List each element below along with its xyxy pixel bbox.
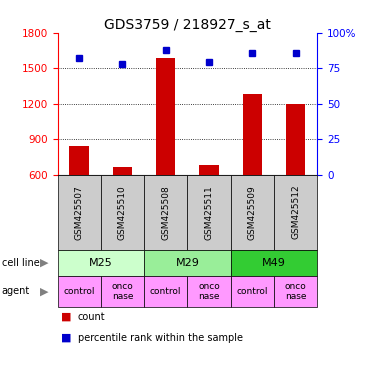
Text: control: control	[150, 287, 181, 296]
Text: M25: M25	[89, 258, 113, 268]
Text: GSM425512: GSM425512	[291, 185, 300, 240]
Text: control: control	[237, 287, 268, 296]
Bar	[156, 58, 175, 175]
Text: ■: ■	[61, 333, 72, 343]
Text: GSM425510: GSM425510	[118, 185, 127, 240]
Bar	[243, 94, 262, 175]
Text: onco
nase: onco nase	[198, 282, 220, 301]
Text: ▶: ▶	[40, 258, 48, 268]
Text: GSM425511: GSM425511	[204, 185, 213, 240]
Bar	[69, 146, 89, 175]
Text: cell line: cell line	[2, 258, 40, 268]
Text: ▶: ▶	[40, 286, 48, 296]
Title: GDS3759 / 218927_s_at: GDS3759 / 218927_s_at	[104, 18, 271, 31]
Text: GSM425508: GSM425508	[161, 185, 170, 240]
Bar	[286, 104, 305, 175]
Text: onco
nase: onco nase	[285, 282, 306, 301]
Text: control: control	[63, 287, 95, 296]
Text: M29: M29	[175, 258, 199, 268]
Bar	[113, 167, 132, 175]
Text: count: count	[78, 312, 105, 322]
Text: GSM425507: GSM425507	[75, 185, 83, 240]
Text: GSM425509: GSM425509	[248, 185, 257, 240]
Text: ■: ■	[61, 312, 72, 322]
Text: onco
nase: onco nase	[112, 282, 133, 301]
Bar	[199, 165, 219, 175]
Text: percentile rank within the sample: percentile rank within the sample	[78, 333, 243, 343]
Text: agent: agent	[2, 286, 30, 296]
Text: M49: M49	[262, 258, 286, 268]
